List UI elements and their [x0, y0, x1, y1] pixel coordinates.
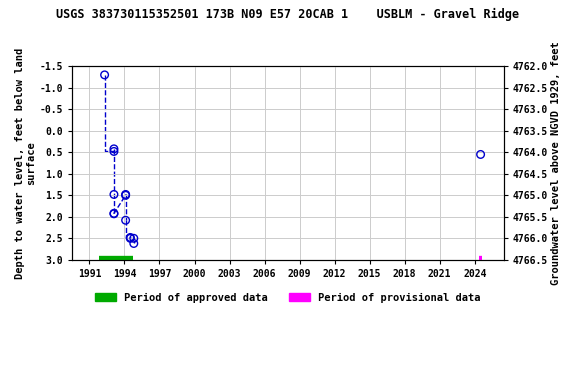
Point — [126, 234, 135, 240]
Y-axis label: Groundwater level above NGVD 1929, feet: Groundwater level above NGVD 1929, feet — [551, 41, 561, 285]
Text: USGS 383730115352501 173B N09 E57 20CAB 1    USBLM - Gravel Ridge: USGS 383730115352501 173B N09 E57 20CAB … — [56, 8, 520, 21]
Point — [129, 235, 138, 242]
Point — [100, 72, 109, 78]
Point — [126, 235, 135, 242]
Point — [121, 217, 130, 223]
Point — [109, 146, 119, 152]
Point — [109, 148, 119, 154]
Point — [109, 191, 119, 197]
Point — [109, 211, 119, 217]
Point — [121, 192, 130, 199]
Point — [129, 240, 138, 247]
Point — [109, 210, 119, 217]
Point — [121, 191, 130, 197]
Point — [476, 151, 485, 157]
Y-axis label: Depth to water level, feet below land
surface: Depth to water level, feet below land su… — [15, 48, 37, 279]
Legend: Period of approved data, Period of provisional data: Period of approved data, Period of provi… — [91, 288, 485, 307]
